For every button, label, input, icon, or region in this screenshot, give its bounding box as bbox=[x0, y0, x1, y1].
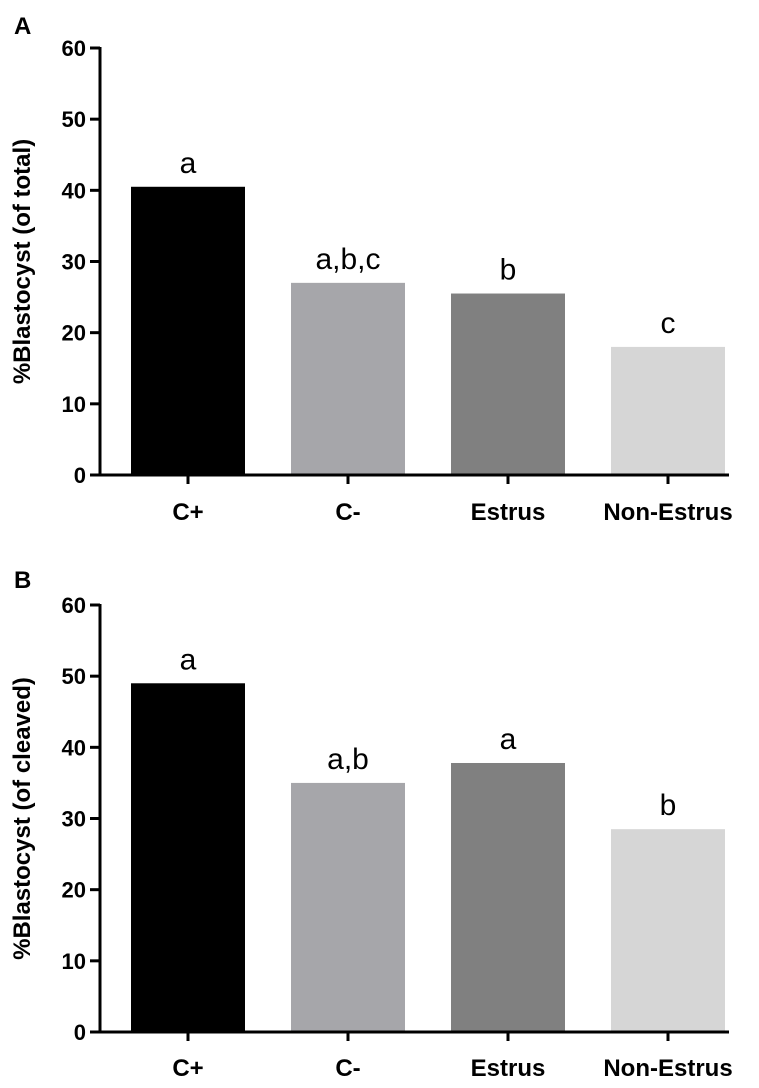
panel-letter: A bbox=[14, 13, 31, 40]
significance-label: a bbox=[180, 643, 197, 676]
significance-label: a,b bbox=[327, 743, 369, 776]
bar-c bbox=[291, 282, 405, 475]
y-axis-title: %Blastocyst (of cleaved) bbox=[9, 677, 36, 960]
significance-label: a bbox=[180, 147, 197, 180]
significance-label: c bbox=[661, 307, 676, 340]
significance-label: b bbox=[660, 789, 677, 822]
panel-letter: B bbox=[14, 567, 31, 594]
y-tick-label: 60 bbox=[62, 593, 86, 618]
bar-non-estrus bbox=[611, 346, 725, 475]
category-label: Non-Estrus bbox=[603, 1055, 732, 1082]
y-tick-label: 30 bbox=[62, 807, 86, 832]
y-tick-label: 50 bbox=[62, 107, 86, 132]
panel-b: Ba C+ a,b C-a Estrus b Non-Estrus 0 10 20 30 40 50 60… bbox=[9, 567, 733, 1082]
significance-label: a bbox=[500, 723, 517, 756]
y-tick-label: 60 bbox=[62, 36, 86, 61]
y-axis-title: %Blastocyst (of total) bbox=[9, 139, 36, 384]
bar-cplus bbox=[131, 186, 245, 475]
y-tick-label: 10 bbox=[62, 392, 86, 417]
bar-estrus bbox=[451, 293, 565, 475]
category-label: Estrus bbox=[471, 499, 546, 526]
bar-c bbox=[291, 782, 405, 1032]
y-tick-label: 30 bbox=[62, 250, 86, 275]
y-tick-label: 40 bbox=[62, 735, 86, 760]
y-tick-label: 40 bbox=[62, 178, 86, 203]
significance-label: b bbox=[500, 254, 517, 287]
panel-a: Aa C+ a,b,c C-b Estrus c Non-Estrus 0 10 20 30 40 50… bbox=[9, 13, 733, 526]
category-label: C- bbox=[335, 499, 360, 526]
category-label: Non-Estrus bbox=[603, 499, 732, 526]
category-label: C+ bbox=[172, 1055, 203, 1082]
y-tick-label: 50 bbox=[62, 664, 86, 689]
y-tick-label: 20 bbox=[62, 878, 86, 903]
category-label: C- bbox=[335, 1055, 360, 1082]
y-tick-label: 20 bbox=[62, 321, 86, 346]
bar-cplus bbox=[131, 683, 245, 1032]
bar-non-estrus bbox=[611, 829, 725, 1032]
bar-estrus bbox=[451, 762, 565, 1032]
category-label: Estrus bbox=[471, 1055, 546, 1082]
y-tick-label: 0 bbox=[74, 1020, 86, 1045]
y-tick-label: 0 bbox=[74, 463, 86, 488]
y-tick-label: 10 bbox=[62, 949, 86, 974]
category-label: C+ bbox=[172, 499, 203, 526]
significance-label: a,b,c bbox=[315, 243, 380, 276]
